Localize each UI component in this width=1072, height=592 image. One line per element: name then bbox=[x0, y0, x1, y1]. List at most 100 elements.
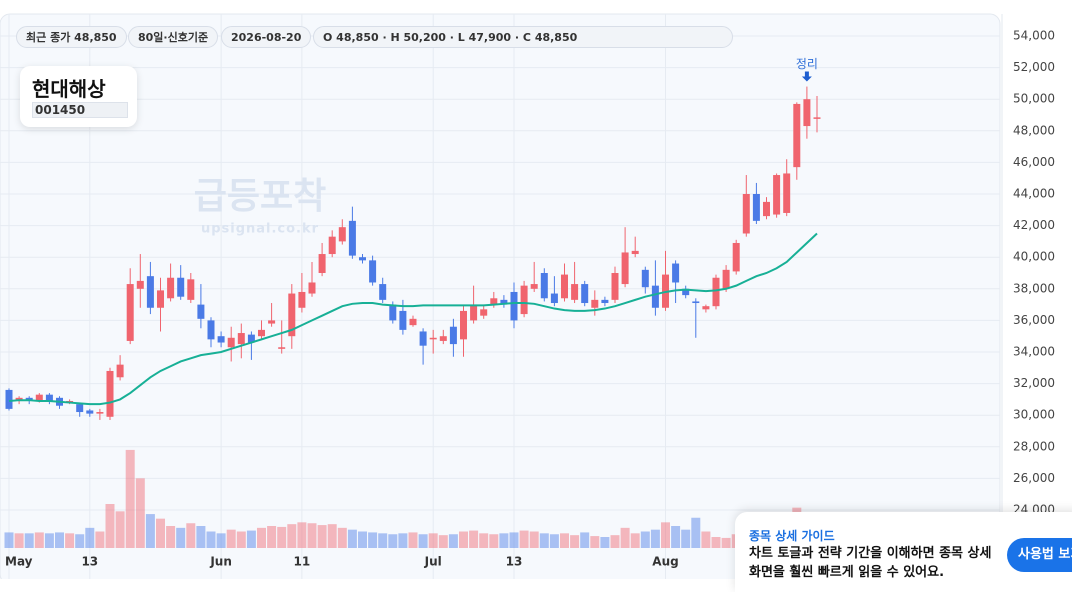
volume-bar bbox=[469, 530, 479, 548]
volume-bar bbox=[337, 527, 347, 548]
volume-bar bbox=[44, 533, 54, 548]
candle-body bbox=[136, 280, 144, 289]
candle-body bbox=[672, 263, 680, 283]
guide-title: 종목 상세 가이드 bbox=[749, 529, 835, 543]
volume-bar bbox=[75, 534, 85, 548]
moving-average bbox=[8, 232, 818, 406]
volume-bar bbox=[529, 531, 539, 548]
candle-body bbox=[399, 310, 407, 330]
volume-bar bbox=[317, 525, 327, 548]
candle-body bbox=[449, 326, 457, 345]
candle-body bbox=[157, 290, 164, 308]
volume-bar bbox=[277, 526, 287, 548]
volume-bar bbox=[701, 531, 711, 548]
volume-bar bbox=[267, 526, 277, 548]
volume-bar bbox=[590, 536, 600, 548]
watermark-url: upsignal.co.kr bbox=[201, 222, 319, 237]
chart: 24,00026,00028,00030,00032,00034,00036,0… bbox=[0, 13, 1055, 579]
volume-bar bbox=[509, 532, 519, 548]
volume-bar bbox=[721, 537, 731, 548]
badge: 80일·신호기준 bbox=[128, 26, 219, 48]
y-tick-label: 46,000 bbox=[1013, 155, 1055, 169]
volume-bar bbox=[388, 534, 398, 548]
candle-body bbox=[268, 320, 276, 324]
volume-bar bbox=[681, 529, 691, 548]
y-tick-label: 40,000 bbox=[1013, 250, 1055, 264]
candle-body bbox=[247, 334, 255, 343]
candle-body bbox=[813, 117, 821, 119]
candle-body bbox=[591, 299, 599, 308]
volume-bar bbox=[186, 523, 196, 548]
volume-bar bbox=[640, 531, 650, 548]
candle-body bbox=[338, 227, 346, 242]
candle-body bbox=[621, 252, 629, 285]
candle-body bbox=[419, 331, 427, 346]
candle-body bbox=[328, 236, 336, 255]
candle-body bbox=[722, 269, 730, 289]
candle-body bbox=[96, 412, 104, 414]
volume-bar bbox=[549, 534, 559, 548]
watermark: 급등포착 bbox=[194, 176, 326, 217]
guide-button[interactable]: 사용법 보기 bbox=[1007, 538, 1072, 572]
candle-body bbox=[439, 336, 447, 341]
y-tick-label: 52,000 bbox=[1013, 60, 1055, 74]
x-tick-label: 11 bbox=[294, 555, 311, 569]
volume-bar bbox=[14, 533, 24, 548]
x-tick-label: 13 bbox=[81, 555, 98, 569]
volume-bar bbox=[85, 527, 95, 548]
candle-body bbox=[490, 298, 498, 305]
stock-name: 현대해상 bbox=[32, 77, 106, 101]
volume-bar bbox=[580, 532, 590, 548]
candle-body bbox=[763, 201, 770, 217]
volume-bar bbox=[368, 532, 378, 548]
volume-bar bbox=[358, 531, 367, 548]
candle-body bbox=[369, 260, 377, 283]
y-tick-label: 32,000 bbox=[1013, 376, 1055, 390]
volume-bar bbox=[428, 533, 438, 548]
candle-body bbox=[197, 304, 205, 319]
candle-body bbox=[409, 318, 417, 326]
candle-body bbox=[510, 291, 518, 321]
volume-bar bbox=[539, 533, 549, 548]
candle-body bbox=[631, 250, 639, 255]
volume-bar bbox=[711, 537, 721, 548]
candle-body bbox=[35, 394, 43, 401]
volume-bar bbox=[226, 529, 236, 548]
volume-bar bbox=[650, 529, 660, 548]
volume-bar bbox=[630, 533, 640, 548]
volume-bar bbox=[661, 522, 670, 548]
name-card: 현대해상 001450 bbox=[20, 66, 137, 127]
volume-bar bbox=[408, 532, 418, 548]
volume-bar bbox=[347, 529, 357, 548]
candle-body bbox=[611, 273, 619, 300]
volume-bar bbox=[125, 449, 135, 548]
candle-body bbox=[460, 310, 467, 340]
candle-body bbox=[146, 276, 154, 308]
volume-bar bbox=[34, 532, 44, 548]
volume-bar bbox=[206, 531, 216, 548]
volume-bar bbox=[176, 527, 186, 548]
page: 24,000 26,000 28,000 30,000 32,000 34,000 36,0… bbox=[0, 13, 1072, 580]
candle-body bbox=[348, 220, 356, 256]
volume-bar bbox=[297, 522, 307, 548]
y-tick-label: 26,000 bbox=[1013, 471, 1055, 485]
candle-body bbox=[712, 277, 720, 307]
candle-body bbox=[470, 304, 478, 321]
y-tick-label: 48,000 bbox=[1013, 123, 1055, 137]
candle-body bbox=[429, 337, 437, 340]
candle-body bbox=[550, 293, 558, 304]
annotation: 정리 bbox=[796, 57, 818, 71]
volume-bar bbox=[519, 530, 529, 548]
volume-bar bbox=[166, 526, 176, 548]
volume-bar bbox=[156, 518, 165, 548]
volume-bar bbox=[489, 534, 499, 548]
candle-body bbox=[500, 299, 508, 305]
volume-bar bbox=[4, 532, 14, 548]
volume-bar bbox=[610, 535, 620, 548]
candle-body bbox=[803, 99, 811, 127]
candle-body bbox=[76, 404, 84, 413]
volume-bar bbox=[105, 504, 115, 548]
candle-body bbox=[742, 194, 750, 234]
candle-body bbox=[641, 269, 649, 288]
volume-bar bbox=[378, 533, 388, 548]
